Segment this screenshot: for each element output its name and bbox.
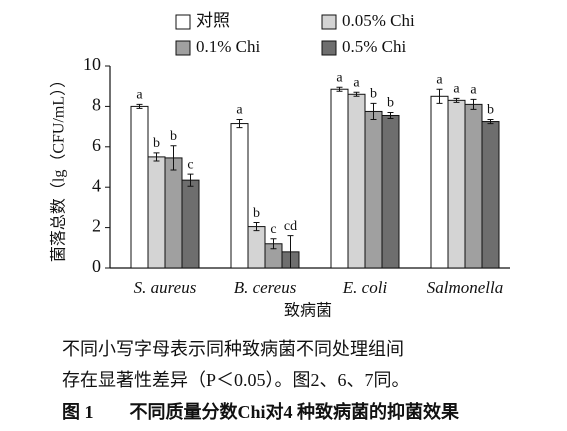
y-axis-label: 菌落总数（lg（CFU/mL）） [50,72,68,262]
error-bar [187,173,194,187]
y-tick-label: 2 [92,216,101,236]
y-tick-label: 10 [83,54,101,74]
significance-letter: a [436,72,443,87]
significance-letter: b [370,87,377,102]
bar [481,121,500,269]
bar [330,88,349,269]
error-bar [370,102,377,121]
bar [381,114,400,269]
significance-letter: a [470,83,477,98]
caption-line: 不同小写字母表示同种致病菌不同处理组间 [62,339,404,359]
legend-label: 0.5% Chi [342,37,407,56]
significance-letter: c [187,157,193,172]
significance-letter: a [353,75,360,90]
error-bar [436,88,443,104]
legend-label: 对照 [196,11,230,30]
error-bar [236,119,243,129]
error-bar [353,91,360,97]
error-bar [170,145,177,171]
significance-letter: b [170,129,177,144]
error-bar [253,222,260,232]
significance-letter: a [236,103,243,118]
error-bar [153,152,160,162]
bar [364,110,383,269]
bar [347,93,366,269]
figure-title: 图 1 不同质量分数Chi对4 种致病菌的抑菌效果 [62,401,460,422]
significance-letter: b [153,136,160,151]
bar [464,103,483,269]
bar [247,226,266,269]
bar [164,157,183,269]
x-tick-label: B. cereus [234,278,297,297]
significance-letter: c [270,222,276,237]
y-tick-label: 4 [92,175,101,195]
legend-label: 0.1% Chi [196,37,261,56]
legend-label: 0.05% Chi [342,11,415,30]
significance-letter: a [453,82,460,97]
bar [230,123,249,269]
y-tick-label: 8 [92,95,101,115]
caption-line: 存在显著性差异（P＜0.05）。图2、6、7同。 [62,370,410,390]
bar [181,179,200,269]
significance-letter: b [387,96,394,111]
x-tick-label: Salmonella [427,278,504,297]
bar [447,99,466,269]
x-axis-label: 致病菌 [284,302,332,320]
error-bar [470,98,477,110]
significance-letter: a [136,88,143,103]
significance-letter: b [253,206,260,221]
error-bar [453,97,460,103]
y-tick-label: 6 [92,135,101,155]
significance-letter: b [487,103,494,118]
error-bar [270,238,277,250]
error-bar [136,103,143,109]
bar [130,105,149,269]
legend-swatch [321,14,337,30]
legend-swatch [321,40,337,56]
error-bar [336,86,343,92]
legend-swatch [175,40,191,56]
significance-letter: cd [284,219,297,234]
bar [430,95,449,269]
bar [147,156,166,269]
significance-letter: a [336,70,343,85]
error-bar [287,235,294,269]
x-tick-label: S. aureus [134,278,197,297]
y-tick-label: 0 [92,256,101,276]
legend-swatch [175,14,191,30]
error-bar [487,119,494,125]
error-bar [387,111,394,120]
x-tick-label: E. coli [342,278,388,297]
